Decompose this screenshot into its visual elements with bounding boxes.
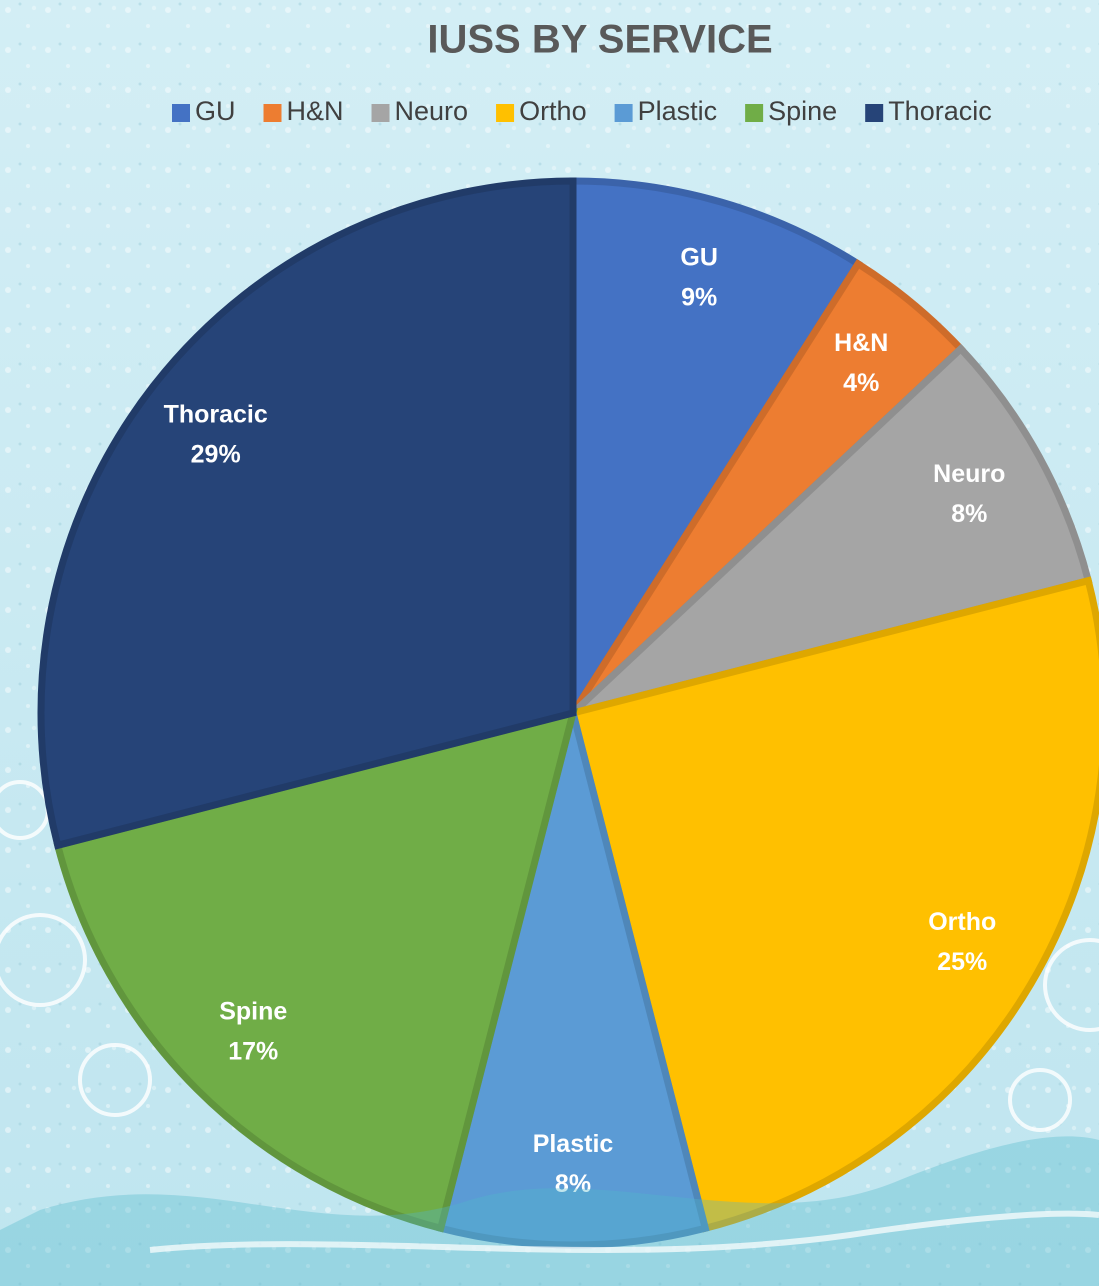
pie: GU9%H&N4%Neuro8%Ortho25%Plastic8%Spine17… xyxy=(41,181,1099,1245)
slice-label-value: 17% xyxy=(228,1037,278,1065)
legend-swatch xyxy=(264,104,282,122)
slice-label-value: 4% xyxy=(843,369,879,397)
legend-label: GU xyxy=(195,96,236,126)
legend-label: Spine xyxy=(768,96,837,126)
legend-swatch xyxy=(615,104,633,122)
legend-swatch xyxy=(745,104,763,122)
slice-label-name: Neuro xyxy=(933,460,1005,488)
slice-label-name: Plastic xyxy=(533,1130,614,1158)
slice-label-name: H&N xyxy=(834,329,888,357)
legend-label: Plastic xyxy=(638,96,718,126)
slice-label-name: Spine xyxy=(219,997,287,1025)
slice-label-value: 29% xyxy=(191,440,241,468)
legend-swatch xyxy=(172,104,190,122)
chart: GU9%H&N4%Neuro8%Ortho25%Plastic8%Spine17… xyxy=(0,0,1099,1286)
legend-label: Thoracic xyxy=(888,96,992,126)
legend-swatch xyxy=(496,104,514,122)
slice-label-name: Ortho xyxy=(928,908,996,936)
legend-label: Neuro xyxy=(395,96,469,126)
slice-label-value: 25% xyxy=(937,948,987,976)
legend-label: Ortho xyxy=(519,96,587,126)
slice-label-name: GU xyxy=(680,243,718,271)
legend-label: H&N xyxy=(287,96,344,126)
slice-label-name: Thoracic xyxy=(164,400,268,428)
slice-label-value: 8% xyxy=(951,500,987,528)
chart-title: IUSS BY SERVICE xyxy=(427,18,772,62)
legend-swatch xyxy=(865,104,883,122)
legend-swatch xyxy=(372,104,390,122)
slice-label-value: 9% xyxy=(681,283,717,311)
